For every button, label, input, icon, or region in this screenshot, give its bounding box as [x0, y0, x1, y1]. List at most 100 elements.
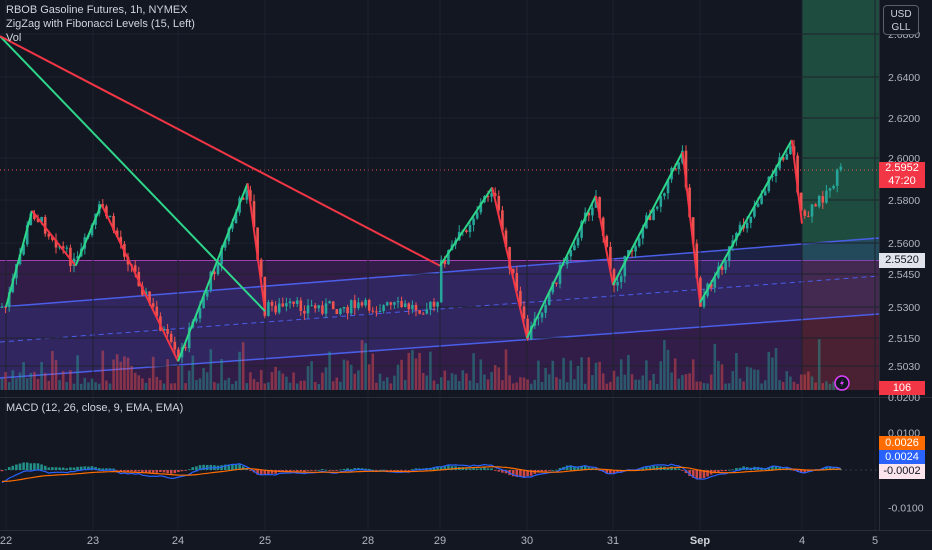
volume-bar	[634, 379, 637, 390]
signal-tag: 0.0026	[879, 436, 925, 451]
macd-hist-bar	[267, 470, 270, 474]
macd-hist-bar	[177, 470, 180, 473]
volume-bar	[396, 364, 400, 390]
candle-body	[587, 212, 591, 216]
macd-hist-bar	[501, 470, 504, 473]
volume-bar	[767, 351, 771, 390]
macd-hist-bar	[403, 470, 407, 471]
volume-bar	[778, 380, 781, 390]
macd-indicator-label[interactable]: MACD (12, 26, close, 9, EMA, EMA)	[6, 402, 184, 414]
currency-unit-button[interactable]: USD GLL	[883, 5, 919, 35]
volume-bar	[814, 382, 817, 390]
candle-body	[443, 259, 447, 265]
volume-bar	[511, 383, 515, 390]
symbol-title[interactable]: RBOB Gasoline Futures, 1h, NYMEX	[6, 4, 188, 16]
candle-body	[281, 303, 285, 307]
candle-body	[249, 190, 252, 202]
macd-hist-bar	[159, 470, 162, 472]
time-axis-label: 29	[434, 535, 446, 547]
volume-bar	[285, 376, 288, 390]
macd-hist-bar	[673, 468, 677, 470]
macd-hist-bar	[375, 470, 378, 471]
volume-bar	[227, 377, 231, 390]
candle-body	[234, 212, 238, 224]
volume-bar	[684, 374, 688, 390]
volume-bar	[763, 380, 767, 390]
macd-hist-bar	[198, 465, 202, 470]
volume-bar	[263, 383, 267, 390]
candle-body	[479, 202, 483, 213]
zigzag-segment	[0, 35, 266, 312]
macd-hist-bar	[115, 470, 119, 471]
volume-bar	[403, 380, 407, 390]
macd-hist-bar	[447, 465, 450, 470]
macd-hist-bar	[346, 468, 349, 470]
volume-bar	[537, 360, 540, 390]
candle-body	[796, 155, 799, 193]
candle-body	[169, 333, 173, 342]
macd-hist-bar	[4, 469, 7, 471]
macd-hist-bar	[202, 464, 205, 470]
volume-bar	[627, 354, 630, 390]
macd-hist-bar	[727, 469, 731, 471]
candle-body	[537, 317, 540, 319]
candle-body	[65, 247, 69, 249]
volume-bar	[623, 374, 627, 390]
volume-bar	[504, 349, 508, 390]
candle-body	[310, 305, 313, 307]
candle-body	[789, 146, 792, 155]
volume-bar	[288, 382, 292, 390]
candle-body	[223, 241, 227, 248]
candle-body	[25, 225, 29, 245]
candle-body	[61, 246, 65, 249]
macd-hist-bar	[450, 466, 454, 470]
macd-hist-bar	[328, 470, 331, 471]
volume-bar	[324, 367, 328, 390]
candle-body	[357, 302, 360, 309]
macd-hist-bar	[187, 469, 191, 471]
macd-hist-bar	[321, 469, 324, 470]
candle-body	[709, 283, 713, 288]
candle-body	[231, 223, 234, 229]
macd-hist-bar	[180, 470, 184, 472]
volume-bar	[587, 357, 591, 390]
macd-hist-bar	[493, 470, 497, 471]
candle-body	[702, 295, 706, 307]
candle-body	[738, 224, 742, 233]
macd-hist-bar	[126, 470, 130, 472]
macd-hist-bar	[540, 470, 544, 472]
volume-bar	[339, 381, 342, 390]
candle-body	[47, 233, 51, 237]
volume-indicator-label[interactable]: Vol	[6, 32, 22, 44]
macd-hist-bar	[101, 468, 105, 470]
macd-hist-bar	[234, 464, 238, 470]
macd-hist-bar	[526, 470, 529, 477]
candle-body	[267, 302, 270, 316]
volume-bar	[252, 379, 256, 390]
signal-line	[1, 466, 841, 482]
lightning-icon[interactable]	[834, 375, 850, 391]
macd-hist-bar	[205, 464, 209, 470]
volume-bar	[317, 383, 321, 390]
macd-hist-bar	[299, 470, 303, 472]
candle-body	[565, 256, 569, 265]
volume-bar	[209, 349, 213, 390]
macd-hist-bar	[573, 466, 576, 470]
zigzag-indicator-label[interactable]: ZigZag with Fibonacci Levels (15, Left)	[6, 18, 195, 30]
zigzag-segment	[177, 182, 249, 362]
macd-hist-bar	[360, 468, 364, 470]
candle-body	[295, 300, 299, 304]
currency-label: USD	[890, 9, 912, 20]
macd-hist-bar	[767, 467, 771, 470]
time-axis-label: 24	[172, 535, 184, 547]
volume-bar	[277, 370, 281, 390]
macd-hist-bar	[72, 467, 76, 470]
volume-bar	[321, 372, 324, 390]
candle-body	[807, 215, 810, 217]
macd-hist-bar	[555, 469, 558, 471]
macd-hist-bar	[735, 468, 738, 470]
candle-body	[472, 218, 475, 225]
volume-bar	[223, 380, 227, 390]
macd-hist-bar	[522, 470, 526, 478]
